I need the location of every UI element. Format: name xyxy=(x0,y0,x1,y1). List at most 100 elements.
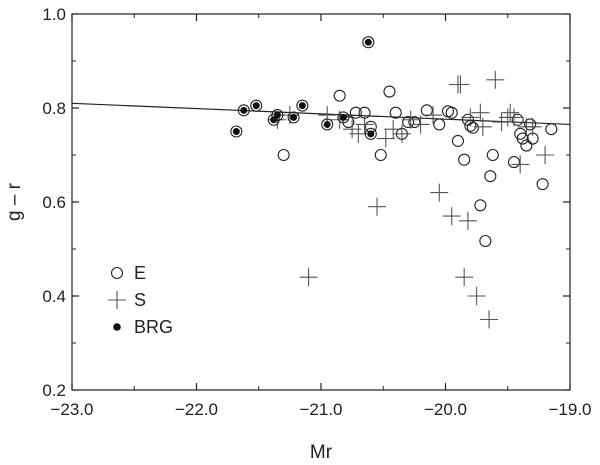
point-brg xyxy=(271,109,284,122)
x-tick-label: −22.0 xyxy=(175,400,218,419)
point-e xyxy=(433,118,446,131)
point-brg-ring xyxy=(321,118,334,131)
point-s xyxy=(299,268,318,287)
point-s xyxy=(504,108,523,127)
y-tick-label: 0.6 xyxy=(42,193,66,212)
point-e xyxy=(536,178,549,191)
legend-marker-s xyxy=(108,291,126,309)
x-tick-label: −19.0 xyxy=(548,400,591,419)
point-e xyxy=(389,106,402,119)
point-brg xyxy=(364,127,377,140)
point-e xyxy=(333,89,346,102)
point-e xyxy=(486,148,499,162)
legend-marker-e xyxy=(110,266,124,280)
point-brg xyxy=(321,118,334,131)
point-e xyxy=(516,132,529,145)
point-brg xyxy=(296,99,309,112)
point-brg-core xyxy=(339,113,347,121)
point-e xyxy=(402,116,415,129)
x-axis-title: Mr xyxy=(310,442,333,463)
point-e xyxy=(479,234,492,248)
fit-line xyxy=(71,102,571,126)
point-s xyxy=(368,197,387,216)
point-brg-ring xyxy=(337,111,350,124)
point-e xyxy=(466,121,479,134)
y-tick-label: 0.2 xyxy=(42,381,66,400)
point-s xyxy=(384,120,403,139)
point-s xyxy=(392,124,411,143)
point-brg-ring xyxy=(364,127,377,140)
point-brg-ring xyxy=(237,104,250,117)
point-e xyxy=(420,104,433,117)
point-e xyxy=(451,134,465,147)
point-brg-ring xyxy=(287,111,300,124)
point-brg-ring xyxy=(362,36,375,49)
legend-label-e: E xyxy=(134,263,146,283)
legend-label-s: S xyxy=(134,290,146,310)
point-brg xyxy=(250,99,263,112)
point-e xyxy=(524,118,537,131)
point-brg xyxy=(337,111,350,124)
point-s xyxy=(349,124,368,143)
point-s xyxy=(442,207,461,226)
x-tick-label: −20.0 xyxy=(424,400,467,419)
point-s xyxy=(411,115,430,134)
point-e xyxy=(445,106,458,119)
point-s xyxy=(461,108,480,127)
point-brg-core xyxy=(367,130,375,138)
point-s xyxy=(471,103,490,122)
y-axis-title: g – r xyxy=(4,182,25,221)
point-s xyxy=(376,129,395,148)
point-s xyxy=(536,146,555,164)
legend-label-brg: BRG xyxy=(134,317,173,337)
y-tick-label: 1.0 xyxy=(42,5,66,24)
point-brg xyxy=(362,36,375,49)
point-brg-ring xyxy=(296,99,309,112)
point-s xyxy=(458,211,477,230)
point-e xyxy=(511,113,524,126)
point-e xyxy=(408,116,421,129)
point-e xyxy=(507,156,521,169)
point-brg-core xyxy=(240,106,248,114)
point-s xyxy=(401,110,420,129)
x-tick-label: −21.0 xyxy=(299,400,342,419)
point-brg-core xyxy=(273,111,281,119)
point-s xyxy=(511,155,530,174)
point-e xyxy=(484,170,497,183)
point-s xyxy=(355,115,374,134)
point-s xyxy=(501,103,520,122)
point-brg-ring xyxy=(230,125,243,138)
point-s xyxy=(451,75,470,94)
point-e xyxy=(458,153,471,166)
point-e xyxy=(520,139,533,152)
point-s xyxy=(486,70,505,89)
point-e xyxy=(349,106,362,119)
point-s xyxy=(455,268,474,287)
point-brg xyxy=(287,111,300,124)
y-tick-label: 0.4 xyxy=(42,287,66,306)
point-brg-core xyxy=(323,120,331,128)
point-brg-core xyxy=(290,113,298,121)
point-brg-core xyxy=(298,102,306,110)
point-brg xyxy=(230,125,243,138)
point-brg-core xyxy=(252,102,260,110)
point-s xyxy=(473,117,492,136)
x-tick-label: −23.0 xyxy=(50,400,93,419)
point-s xyxy=(523,117,542,136)
legend-marker-brg xyxy=(113,323,121,331)
point-e xyxy=(374,148,387,162)
point-s xyxy=(424,106,443,125)
point-e xyxy=(383,85,396,98)
point-s xyxy=(467,287,486,305)
point-brg-core xyxy=(364,38,372,46)
point-brg-ring xyxy=(250,99,263,112)
point-brg-ring xyxy=(271,109,284,122)
point-brg-core xyxy=(232,128,240,135)
y-tick-label: 0.8 xyxy=(42,99,66,118)
point-e xyxy=(474,199,487,212)
point-s xyxy=(480,310,499,329)
point-e xyxy=(277,148,290,162)
point-brg xyxy=(237,104,250,117)
point-e xyxy=(545,123,558,136)
